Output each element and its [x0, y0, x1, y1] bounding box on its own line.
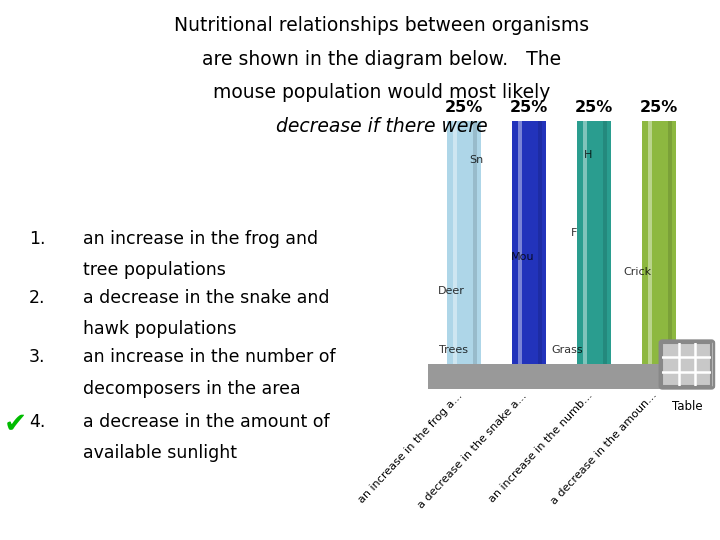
- Bar: [447, 121, 481, 365]
- Text: Trees: Trees: [439, 345, 469, 355]
- Text: hawk populations: hawk populations: [83, 320, 236, 338]
- Text: 25%: 25%: [640, 100, 678, 115]
- Text: Sn: Sn: [469, 155, 484, 165]
- Text: mouse population would most likely: mouse population would most likely: [213, 83, 550, 102]
- Bar: [453, 121, 456, 365]
- Text: an increase in the frog and: an increase in the frog and: [83, 230, 318, 247]
- Bar: [577, 121, 611, 365]
- Text: an increase in the number of: an increase in the number of: [83, 348, 336, 366]
- Text: ✔: ✔: [4, 410, 27, 438]
- Text: decrease if there were: decrease if there were: [276, 117, 487, 136]
- Text: H: H: [585, 150, 593, 160]
- Bar: [603, 121, 606, 365]
- Bar: [647, 121, 652, 365]
- Text: 3.: 3.: [29, 348, 45, 366]
- Text: Grass: Grass: [552, 345, 583, 355]
- Text: 25%: 25%: [510, 100, 548, 115]
- Text: 2.: 2.: [29, 289, 45, 307]
- Text: Table: Table: [672, 400, 702, 413]
- Bar: [582, 121, 587, 365]
- Bar: [428, 364, 720, 389]
- Text: are shown in the diagram below.   The: are shown in the diagram below. The: [202, 50, 561, 69]
- Text: Mou: Mou: [511, 252, 534, 262]
- Text: 25%: 25%: [575, 100, 613, 115]
- Text: available sunlight: available sunlight: [83, 444, 237, 462]
- Bar: [539, 121, 541, 365]
- Bar: [518, 121, 522, 365]
- Bar: [512, 121, 546, 365]
- Text: Crick: Crick: [624, 267, 652, 277]
- Text: a decrease in the snake and: a decrease in the snake and: [83, 289, 329, 307]
- Text: 1.: 1.: [29, 230, 45, 247]
- Bar: [668, 121, 672, 365]
- Text: 4.: 4.: [29, 413, 45, 431]
- Bar: [473, 121, 477, 365]
- Text: a decrease in the amount of: a decrease in the amount of: [83, 413, 330, 431]
- Text: Deer: Deer: [438, 286, 465, 296]
- Text: 25%: 25%: [445, 100, 483, 115]
- Bar: [642, 121, 676, 365]
- Text: decomposers in the area: decomposers in the area: [83, 380, 300, 397]
- Text: F: F: [572, 228, 577, 238]
- Text: tree populations: tree populations: [83, 261, 225, 279]
- Text: Nutritional relationships between organisms: Nutritional relationships between organi…: [174, 16, 589, 35]
